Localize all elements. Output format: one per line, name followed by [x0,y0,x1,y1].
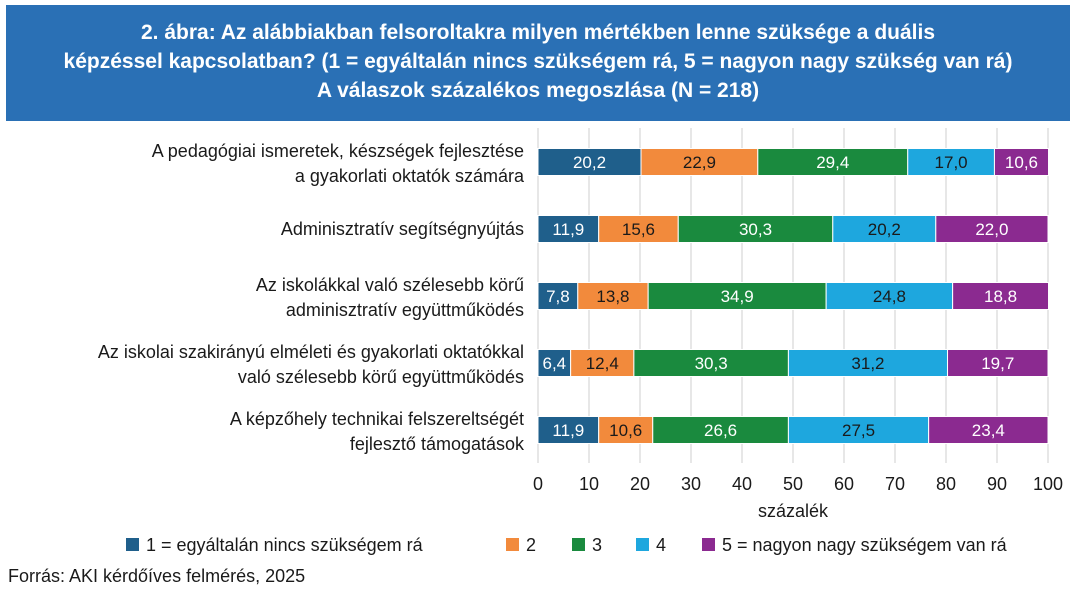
category-label-line-2: adminisztratív együttműködés [286,300,524,320]
x-tick-label: 60 [834,474,854,494]
data-label: 27,5 [842,421,875,440]
x-tick-label: 50 [783,474,803,494]
data-label: 11,9 [552,421,584,440]
bar-segment [935,215,1049,243]
data-label: 30,3 [695,354,728,373]
data-label: 34,9 [721,287,754,306]
bar-segment [832,215,937,243]
x-tick-label: 40 [732,474,752,494]
legend-swatch [572,538,585,551]
category-label-line-2: való szélesebb körű együttműködés [238,367,524,387]
x-tick-label: 20 [630,474,650,494]
data-label: 20,2 [573,153,606,172]
bar-segment [537,215,600,243]
x-tick-label: 90 [987,474,1007,494]
x-tick-label: 0 [533,474,543,494]
data-label: 15,6 [622,220,655,239]
x-axis-title: százalék [758,501,829,521]
category-label-line-2: a gyakorlati oktatók számára [295,166,525,186]
x-tick-label: 80 [936,474,956,494]
bar-segment [598,215,679,243]
legend-swatch [506,538,519,551]
data-label: 30,3 [739,220,772,239]
bar-segment [537,416,600,444]
data-label: 13,8 [596,287,629,306]
bar-segment [928,416,1049,444]
bar-segment [537,282,579,310]
bar-segment [907,148,995,176]
bar-segment [787,416,930,444]
legend-swatch [636,538,649,551]
chart-title-line-1: 2. ábra: Az alábbiakban felsoroltakra mi… [140,21,936,44]
x-tick-label: 10 [579,474,599,494]
data-label: 12,4 [586,354,619,373]
category-label-line-1: Az iskolákkal való szélesebb körű [256,275,524,295]
data-label: 6,4 [542,354,566,373]
bar-segment [825,282,954,310]
data-label: 22,0 [975,220,1008,239]
data-label: 29,4 [816,153,849,172]
data-label: 20,2 [868,220,901,239]
bar-segment [652,416,789,444]
data-label: 18,8 [984,287,1017,306]
bar-segment [757,148,909,176]
data-label: 7,8 [546,287,570,306]
data-label: 31,2 [851,354,884,373]
chart-title: 2. ábra: Az alábbiakban felsoroltakra mi… [6,5,1070,121]
legend-label: 2 [526,535,536,555]
legend-label: 5 = nagyon nagy szükségem van rá [722,535,1008,555]
data-label: 26,6 [704,421,737,440]
bar-segment [952,282,1050,310]
bar-segment [633,349,789,377]
bar-segment [993,148,1050,176]
category-label: Adminisztratív segítségnyújtás [281,219,524,239]
legend-swatch [126,538,139,551]
chart-title-line-3: A válaszok százalékos megoszlása (N = 21… [316,79,760,102]
legend-label: 1 = egyáltalán nincs szükségem rá [146,535,424,555]
legend-swatch [702,538,715,551]
x-tick-label: 100 [1033,474,1063,494]
data-label: 24,8 [873,287,906,306]
legend-label: 4 [656,535,666,555]
bar-segment [640,148,759,176]
data-label: 10,6 [1005,153,1038,172]
bar-segment [947,349,1049,377]
source-note: Forrás: AKI kérdőíves felmérés, 2025 [8,566,306,586]
x-tick-label: 30 [681,474,701,494]
legend-label: 3 [592,535,602,555]
x-tick-label: 70 [885,474,905,494]
data-label: 10,6 [609,421,642,440]
bar-segment [677,215,834,243]
chart-title-line-2: képzéssel kapcsolatban? (1 = egyáltalán … [63,50,1013,73]
data-label: 11,9 [552,220,584,239]
bar-segment [537,148,642,176]
category-label-line-1: Az iskolai szakirányú elméleti és gyakor… [98,342,524,362]
data-label: 17,0 [935,153,968,172]
data-label: 22,9 [683,153,716,172]
data-label: 23,4 [972,421,1005,440]
category-label-line-1: A képzőhely technikai felszereltségét [230,409,524,429]
category-label-line-2: fejlesztő támogatások [350,434,525,454]
data-label: 19,7 [981,354,1014,373]
category-label-line-1: A pedagógiai ismeretek, készségek fejles… [152,141,524,161]
